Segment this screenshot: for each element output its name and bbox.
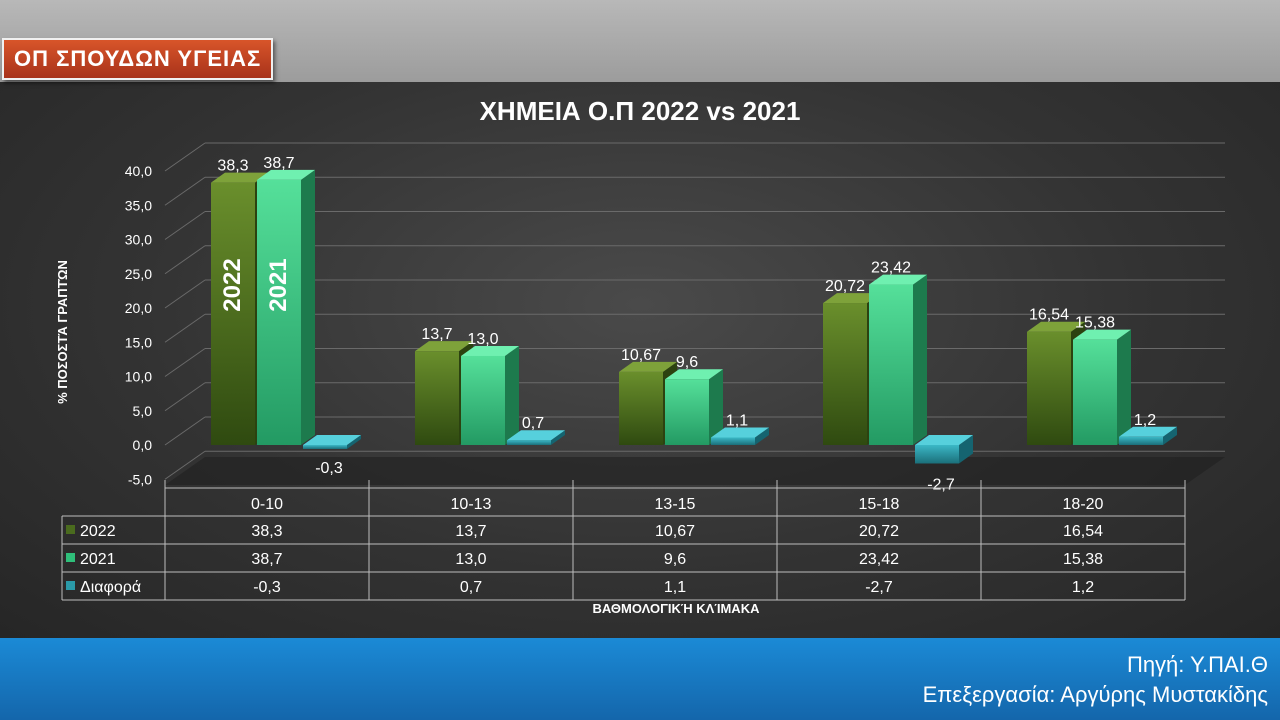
gridline-diag — [164, 211, 206, 240]
table-cell: 0,7 — [460, 579, 482, 596]
gridline-diag — [164, 348, 206, 377]
data-label: 16,54 — [1029, 307, 1069, 324]
y-tick-label: 10,0 — [125, 369, 152, 385]
table-cell: 38,3 — [251, 523, 282, 540]
legend-swatch — [66, 525, 75, 534]
y-tick-label: 35,0 — [125, 197, 152, 213]
legend-entry: Διαφορά — [80, 579, 141, 596]
table-cell: 10,67 — [655, 523, 695, 540]
gridline-diag — [164, 176, 206, 206]
category-label: 18-20 — [1063, 496, 1104, 513]
data-label: 38,3 — [217, 158, 248, 175]
bar-diff — [303, 435, 361, 449]
gridline-diag — [164, 382, 206, 412]
y-tick-label: 25,0 — [125, 266, 152, 282]
y-tick-label: 15,0 — [125, 334, 152, 350]
table-cell: 15,38 — [1063, 551, 1103, 568]
chart-title: ΧΗΜΕΙΑ Ο.Π 2022 vs 2021 — [480, 96, 801, 126]
bar-2021 — [257, 169, 315, 445]
y-tick-label: -5,0 — [128, 471, 152, 487]
y-tick-label: 0,0 — [133, 437, 153, 453]
gridline-diag — [164, 313, 206, 343]
data-label: 13,7 — [421, 326, 452, 343]
legend-entry: 2021 — [80, 551, 116, 568]
gridline-diag — [164, 416, 206, 446]
gridline-diag — [164, 142, 206, 172]
category-label: 0-10 — [251, 496, 283, 513]
data-label: 9,6 — [676, 354, 698, 371]
y-tick-label: 40,0 — [125, 163, 152, 179]
table-cell: 1,2 — [1072, 579, 1094, 596]
data-label: 13,0 — [467, 331, 498, 348]
bar-diff — [915, 435, 973, 464]
table-cell: 20,72 — [859, 523, 899, 540]
table-cell: 9,6 — [664, 551, 686, 568]
bar-diff — [1119, 426, 1177, 445]
data-label: -2,7 — [927, 476, 955, 493]
legend-entry: 2022 — [80, 523, 116, 540]
bar-2021 — [665, 369, 723, 445]
gridline-diag — [164, 245, 206, 275]
data-label: 23,42 — [871, 260, 911, 277]
bottom-band — [0, 638, 1280, 720]
y-tick-label: 20,0 — [125, 300, 152, 316]
legend-swatch — [66, 581, 75, 590]
y-tick-label: 5,0 — [133, 403, 153, 419]
table-cell: 1,1 — [664, 579, 686, 596]
bar-2021 — [869, 274, 927, 445]
table-cell: -2,7 — [865, 579, 893, 596]
legend-swatch — [66, 553, 75, 562]
annotation-2021: 2021 — [265, 258, 292, 311]
bar-2021 — [1073, 329, 1131, 445]
gridline-diag — [164, 450, 206, 480]
data-label: 10,67 — [621, 347, 661, 364]
table-cell: -0,3 — [253, 579, 281, 596]
y-axis-label: % ΠΟΣΟΣΤΆ ΓΡΑΠΤΏΝ — [55, 260, 70, 404]
data-label: -0,3 — [315, 460, 343, 477]
table-cell: 38,7 — [251, 551, 282, 568]
x-axis-label: ΒΑΘΜΟΛΟΓΙΚΉ ΚΛΊΜΑΚΑ — [593, 601, 761, 616]
source-credit: Πηγή: Υ.ΠΑΙ.Θ Επεξεργασία: Αργύρης Μυστα… — [923, 650, 1268, 710]
category-label: 10-13 — [451, 496, 492, 513]
data-label: 38,7 — [263, 155, 294, 172]
category-label: 13-15 — [655, 496, 696, 513]
chart-floor — [165, 457, 1225, 485]
gridline-diag — [164, 279, 206, 309]
table-cell: 16,54 — [1063, 523, 1103, 540]
table-cell: 23,42 — [859, 551, 899, 568]
data-label: 0,7 — [522, 415, 544, 432]
data-label: 20,72 — [825, 278, 865, 295]
bar-diff — [711, 427, 769, 445]
table-cell: 13,0 — [455, 551, 486, 568]
data-label: 1,1 — [726, 412, 748, 429]
data-label: 1,2 — [1134, 412, 1156, 429]
table-cell: 13,7 — [455, 523, 486, 540]
study-field-tag: ΟΠ ΣΠΟΥΔΩΝ ΥΓΕΙΑΣ — [2, 38, 274, 80]
source-line: Πηγή: Υ.ΠΑΙ.Θ — [1126, 652, 1268, 677]
processing-line: Επεξεργασία: Αργύρης Μυστακίδης — [922, 682, 1268, 707]
bar-2021 — [461, 345, 519, 445]
category-label: 15-18 — [859, 496, 900, 513]
bar-diff — [507, 430, 565, 445]
data-label: 15,38 — [1075, 315, 1115, 332]
annotation-2022: 2022 — [219, 258, 246, 311]
y-tick-label: 30,0 — [125, 232, 152, 248]
